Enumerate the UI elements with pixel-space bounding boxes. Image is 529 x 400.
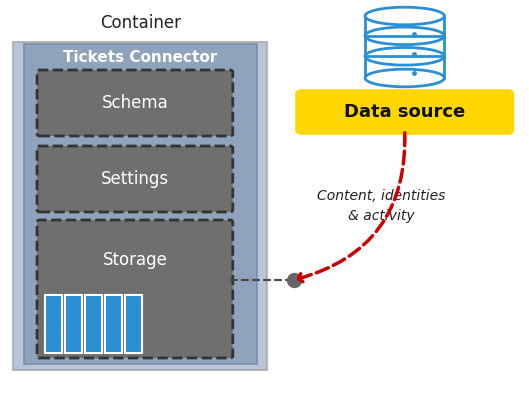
FancyBboxPatch shape — [13, 42, 267, 370]
Bar — [365, 16, 444, 78]
Text: Content, identities
& activity: Content, identities & activity — [317, 189, 445, 223]
Bar — [45, 295, 62, 353]
FancyBboxPatch shape — [37, 146, 233, 212]
Bar — [85, 295, 102, 353]
Text: Tickets Connector: Tickets Connector — [63, 50, 217, 66]
Text: Container: Container — [99, 14, 181, 32]
Text: Settings: Settings — [101, 170, 169, 188]
Ellipse shape — [365, 69, 444, 87]
FancyBboxPatch shape — [37, 220, 233, 358]
Text: Data source: Data source — [344, 103, 466, 121]
FancyBboxPatch shape — [295, 89, 514, 135]
Text: Schema: Schema — [102, 94, 168, 112]
FancyBboxPatch shape — [37, 70, 233, 136]
Ellipse shape — [365, 7, 444, 25]
Bar — [105, 295, 122, 353]
Bar — [65, 295, 82, 353]
Bar — [125, 295, 142, 353]
Text: Storage: Storage — [103, 251, 167, 269]
FancyBboxPatch shape — [24, 44, 257, 364]
